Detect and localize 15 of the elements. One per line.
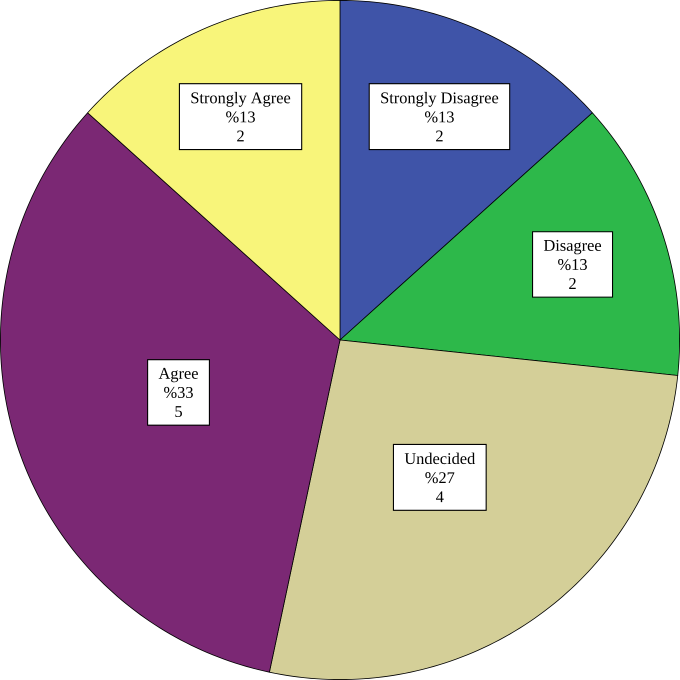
data-label: 4 xyxy=(436,491,444,502)
text: %13 xyxy=(226,111,255,123)
text: %13 xyxy=(558,258,587,270)
data-label: 2 xyxy=(569,278,576,289)
slice-label: Disagree xyxy=(544,240,602,254)
text: %33 xyxy=(164,386,193,398)
slice-label: Strongly Agree xyxy=(191,92,290,107)
slice-label: Agree xyxy=(158,368,198,382)
text: %13 xyxy=(425,111,454,123)
data-label: 2 xyxy=(436,130,443,142)
data-label: 5 xyxy=(175,406,182,418)
data-label: 2 xyxy=(237,130,244,142)
slice-label: Undecided xyxy=(404,452,476,464)
slice-label: Strongly Disagree xyxy=(381,92,498,107)
text: %27 xyxy=(425,472,454,484)
